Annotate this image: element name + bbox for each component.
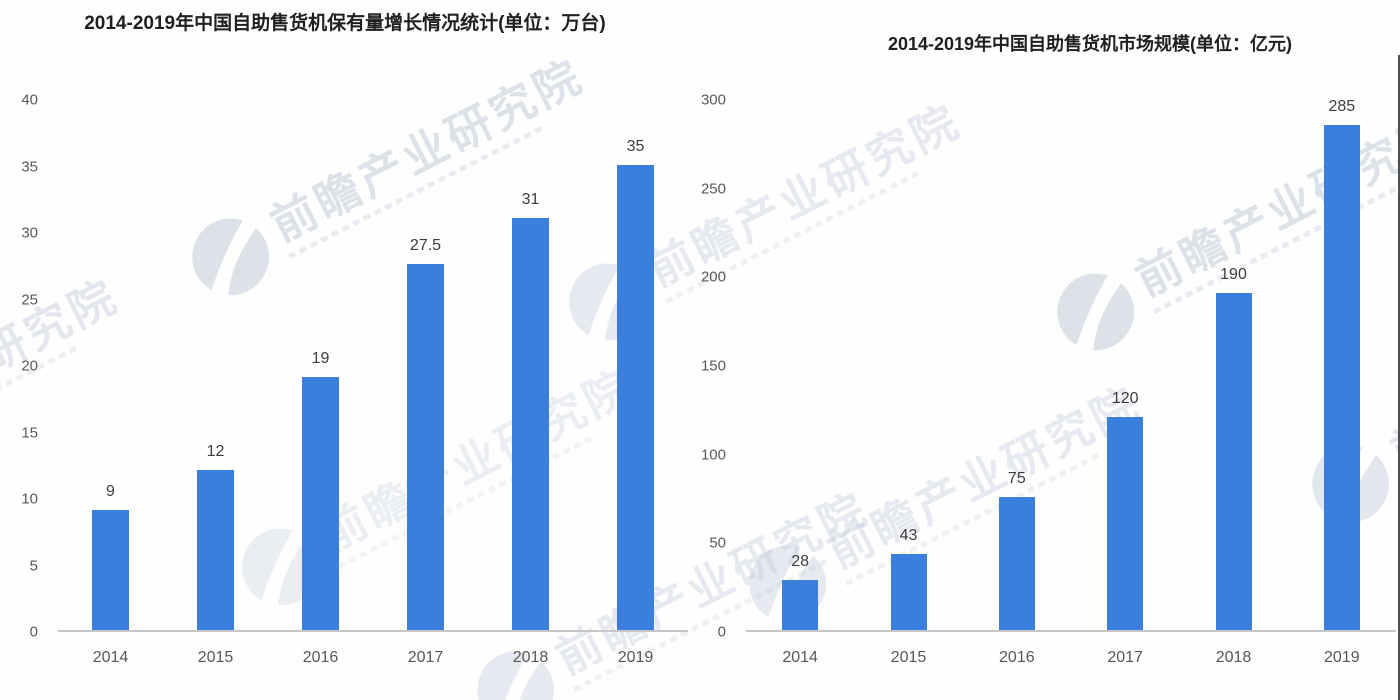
bar-2016 [302, 377, 339, 630]
bar-2019 [1323, 124, 1360, 630]
x-tick-label: 2014 [782, 649, 818, 666]
value-label: 31 [521, 190, 540, 208]
y-tick-label: 150 [700, 357, 726, 375]
y-tick-label: 0 [29, 623, 38, 641]
value-label: 27.5 [409, 237, 442, 255]
x-tick-label: 2019 [1324, 649, 1360, 666]
y-tick-label: 0 [717, 623, 726, 641]
x-tick-label: 2015 [197, 649, 234, 666]
chart-title: 2014-2019年中国自助售货机市场规模(单位：亿元) [887, 34, 1293, 54]
x-tick-label: 2015 [890, 649, 927, 666]
value-label: 35 [626, 137, 645, 155]
y-tick-label: 40 [21, 91, 38, 109]
value-label: 75 [1007, 470, 1026, 487]
plot-area: 28 2014 43 2015 75 2016 120 2017 190 2018 285 2019 [746, 97, 1396, 666]
right-edge-line [1398, 55, 1400, 700]
y-tick-label: 100 [700, 446, 726, 464]
y-tick-label: 25 [21, 291, 38, 308]
y-tick-label: 15 [21, 424, 38, 441]
value-label: 190 [1220, 266, 1247, 284]
x-tick-label: 2017 [407, 649, 444, 666]
bar-2014 [782, 580, 819, 630]
value-label: 285 [1328, 97, 1356, 115]
bar-2015 [197, 470, 234, 630]
y-axis: 0 5 10 15 20 25 30 35 40 [0, 93, 46, 640]
y-tick-label: 35 [21, 158, 38, 175]
y-tick-label: 300 [700, 91, 726, 109]
bar-chart-market-size: 2014-2019年中国自助售货机市场规模(单位：亿元) 0 50 100 150 20… [690, 0, 1400, 700]
y-tick-label: 250 [700, 180, 726, 198]
y-tick-label: 30 [21, 224, 38, 242]
x-tick-label: 2014 [92, 649, 129, 666]
x-tick-label: 2019 [617, 649, 654, 666]
x-tick-label: 2016 [302, 649, 339, 666]
bar-chart-holdings: 2014-2019年中国自助售货机保有量增长情况统计(单位：万台) 0 5 10 15… [0, 0, 690, 700]
y-tick-label: 5 [29, 557, 38, 574]
bar-2017 [1107, 417, 1144, 630]
x-tick-label: 2018 [1215, 649, 1252, 666]
bar-2016 [998, 497, 1035, 630]
y-tick-label: 20 [21, 357, 38, 375]
bar-2014 [92, 510, 129, 630]
y-tick-label: 10 [21, 490, 38, 508]
bar-2017 [407, 264, 444, 630]
bar-2019 [617, 164, 654, 630]
x-tick-label: 2018 [512, 649, 549, 666]
y-axis: 0 50 100 150 200 250 300 [690, 93, 734, 640]
y-tick-label: 200 [700, 268, 726, 286]
value-label: 12 [206, 443, 225, 461]
value-label: 19 [311, 350, 330, 368]
bar-2015 [890, 553, 927, 630]
y-tick-label: 50 [709, 534, 726, 552]
chart-title: 2014-2019年中国自助售货机保有量增长情况统计(单位：万台) [84, 13, 606, 34]
value-label: 120 [1111, 390, 1139, 408]
value-label: 9 [106, 483, 115, 501]
x-tick-label: 2017 [1107, 649, 1143, 666]
bar-2018 [512, 217, 549, 630]
value-label: 43 [899, 526, 918, 544]
bar-2018 [1215, 293, 1252, 630]
x-tick-label: 2016 [999, 649, 1035, 666]
plot-area: 9 2014 12 2015 19 2016 27.5 2017 31 2018 35 2019 [58, 100, 688, 666]
value-label: 28 [791, 553, 810, 571]
